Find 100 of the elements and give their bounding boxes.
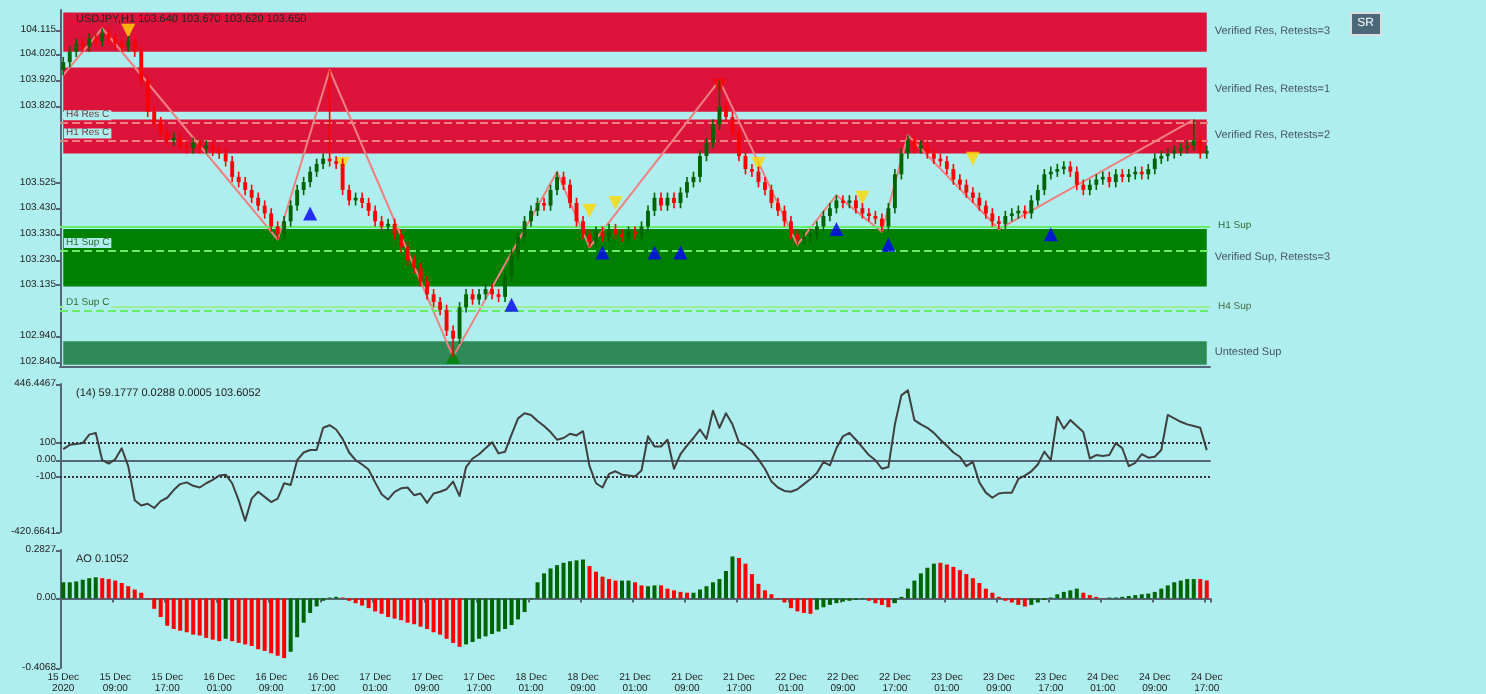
bar <box>392 598 397 619</box>
candlestick <box>977 191 982 212</box>
bar <box>230 598 235 642</box>
candlestick <box>750 163 754 178</box>
bar <box>431 598 436 633</box>
bar <box>67 582 72 599</box>
candlestick <box>607 223 611 243</box>
candlestick <box>581 215 585 241</box>
candlestick <box>373 204 378 228</box>
bar <box>444 598 449 639</box>
bar <box>288 598 293 652</box>
bar <box>119 582 124 599</box>
bar <box>977 582 982 599</box>
bar <box>464 598 469 645</box>
bar <box>879 598 884 605</box>
candlestick <box>269 207 274 233</box>
bar <box>542 573 547 599</box>
bar <box>1152 591 1157 599</box>
bar <box>814 598 819 610</box>
candlestick <box>503 270 508 303</box>
point <box>595 245 610 260</box>
candlestick <box>119 37 124 53</box>
candlestick <box>334 155 339 170</box>
candlestick <box>1061 160 1066 176</box>
bar <box>548 568 553 599</box>
bar <box>236 598 241 643</box>
candlestick <box>399 228 404 254</box>
bar <box>639 585 644 599</box>
bar <box>704 586 709 599</box>
bar <box>873 598 878 604</box>
bar <box>282 598 287 659</box>
bar <box>1068 590 1073 599</box>
candlestick <box>1120 168 1125 183</box>
candlestick <box>801 230 806 246</box>
bar <box>821 598 826 608</box>
bar <box>366 598 371 609</box>
candlestick <box>80 37 85 53</box>
bar <box>658 585 663 599</box>
point <box>121 23 136 38</box>
bar <box>1016 598 1021 605</box>
candlestick <box>1029 194 1034 220</box>
point <box>303 206 318 221</box>
candlestick <box>925 139 930 160</box>
bar <box>100 578 105 599</box>
bar <box>269 598 274 654</box>
bar <box>483 598 488 637</box>
bar <box>886 598 891 608</box>
bar <box>451 598 456 643</box>
candlestick <box>788 215 793 241</box>
bar <box>516 598 521 620</box>
candlestick <box>944 155 949 176</box>
candlestick <box>724 100 728 123</box>
candlestick <box>983 199 988 220</box>
bar <box>626 580 631 599</box>
bar <box>827 598 832 605</box>
candlestick <box>1113 168 1118 189</box>
bar <box>210 598 215 640</box>
bar <box>957 570 962 599</box>
bar <box>93 577 98 599</box>
candlestick <box>853 194 858 215</box>
candlestick <box>685 176 689 199</box>
point <box>647 245 662 260</box>
bar <box>496 598 501 632</box>
bar <box>600 576 605 599</box>
bar <box>808 598 813 614</box>
bar <box>1029 598 1034 605</box>
candlestick <box>756 165 761 189</box>
candlestick <box>840 194 845 210</box>
candlestick <box>67 45 72 69</box>
bar <box>581 559 586 599</box>
bar <box>425 598 430 630</box>
candlestick <box>912 134 917 155</box>
bar <box>191 598 196 635</box>
candlestick <box>1126 168 1131 183</box>
candlestick <box>568 178 572 210</box>
bar <box>645 586 650 599</box>
bar <box>457 598 462 647</box>
bar <box>152 598 157 609</box>
candlestick <box>529 204 533 228</box>
bar <box>132 589 137 599</box>
bar <box>795 598 800 612</box>
bar <box>613 580 618 599</box>
bar <box>178 598 183 631</box>
candlestick <box>282 215 287 241</box>
candlestick <box>866 207 871 223</box>
point <box>829 222 844 237</box>
candlestick <box>737 126 741 163</box>
candlestick <box>996 215 1001 230</box>
bar <box>204 598 209 638</box>
candlestick <box>100 27 105 48</box>
bar <box>1074 588 1079 599</box>
candlestick <box>1003 210 1008 230</box>
bar <box>970 578 975 599</box>
candlestick <box>542 196 546 212</box>
candlestick <box>1191 118 1196 152</box>
bar <box>373 598 378 612</box>
bar <box>360 598 365 606</box>
bar <box>697 589 702 599</box>
candlestick <box>412 254 417 275</box>
candlestick <box>827 202 832 223</box>
